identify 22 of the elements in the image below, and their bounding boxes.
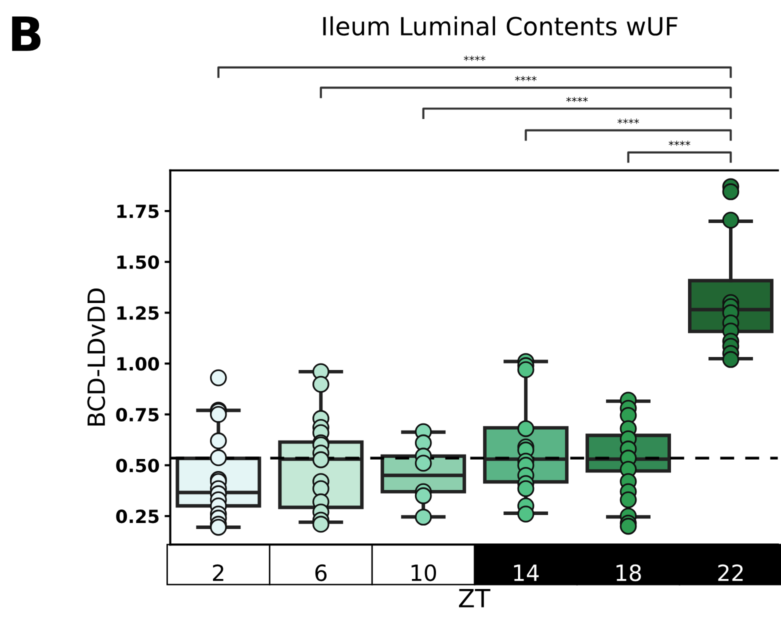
y-tick-label: 0.75: [116, 408, 159, 422]
y-tick-label: 0.25: [116, 510, 159, 524]
y-tick-label: 1.00: [117, 357, 159, 371]
x-axis-title: ZT: [458, 589, 490, 608]
text: B: [12, 16, 40, 51]
text: ****: [617, 118, 640, 124]
text: ****: [668, 140, 690, 146]
y-tick-label: 1.50: [117, 255, 159, 269]
x-tick-label: 14: [514, 564, 539, 581]
x-tick-label: 2: [212, 564, 224, 581]
y-tick-label: 1.25: [117, 306, 159, 320]
x-tick-label: 6: [315, 564, 327, 582]
x-tick-label: 18: [616, 564, 641, 582]
chart-title: Ileum Luminal Contents wUF: [323, 16, 678, 36]
x-tick-label: 10: [412, 564, 436, 582]
x-tick-label: 22: [718, 564, 743, 581]
text: ****: [566, 96, 588, 102]
y-tick-label: 0.50: [116, 458, 159, 472]
text: ****: [515, 76, 537, 82]
y-axis-title: BCD-LDvDD: [87, 288, 106, 426]
text: ****: [464, 56, 486, 61]
y-tick-label: 1.75: [117, 204, 159, 218]
